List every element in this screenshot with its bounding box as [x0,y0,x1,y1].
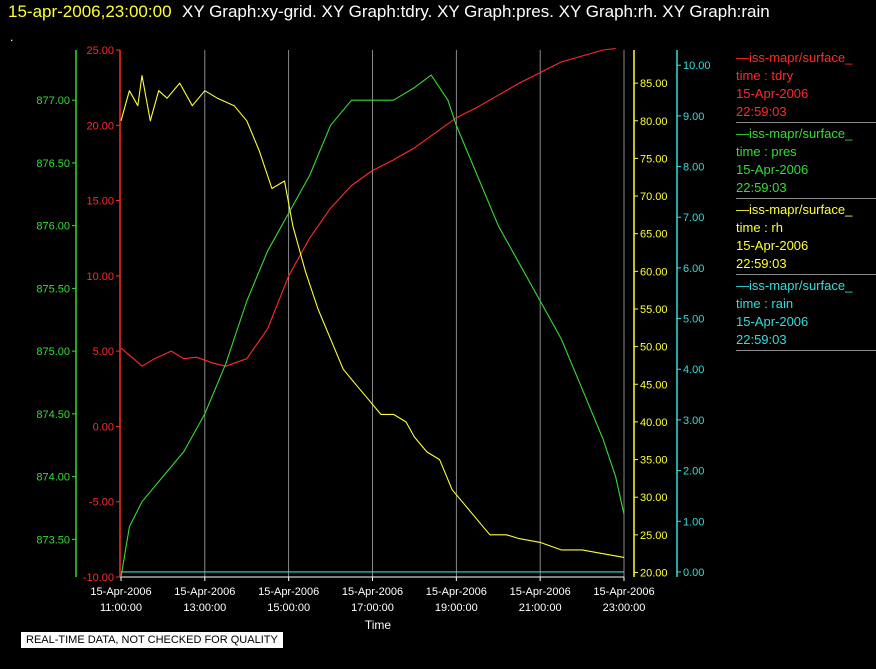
rh-tick-label-8: 60.00 [640,266,668,278]
tdry-tick-label-0: -10.00 [83,572,114,584]
rain-tick-label-7: 7.00 [683,212,704,224]
legend-tdry-line4: 22:59:03 [736,104,787,119]
rh-tick-label-6: 50.00 [640,342,668,354]
pres-tick-label-2: 874.50 [36,409,70,421]
pres-tick-label-4: 875.50 [36,283,70,295]
rain-tick-label-6: 6.00 [683,263,704,275]
rh-tick-label-10: 70.00 [640,191,668,203]
legend-rh-name: —iss-mapr/surface_ [736,202,853,217]
tdry-tick-label-5: 15.00 [86,196,114,208]
x-tick-date-4: 15-Apr-2006 [426,586,487,598]
x-tick-time-2: 15:00:00 [267,602,310,614]
pres-tick-label-0: 873.50 [36,534,70,546]
rain-tick-label-2: 2.00 [683,466,704,478]
legend-pres-line4: 22:59:03 [736,180,787,195]
series-line-tdry [120,47,616,367]
legend-pres-name: —iss-mapr/surface_ [736,126,853,141]
legend-rain-line2: time : rain [736,296,794,311]
rh-tick-label-12: 80.00 [640,116,668,128]
legend-tdry-name: —iss-mapr/surface_ [736,50,853,65]
series-line-rh [120,75,625,558]
rain-tick-label-1: 1.00 [683,516,704,528]
rain-tick-label-0: 0.00 [683,567,704,579]
legend-entry-rh: —iss-mapr/surface_time : rh 15-Apr-2006 22… [736,201,876,275]
header-datetime: 15-apr-2006,23:00:00 [8,2,172,21]
x-tick-time-5: 21:00:00 [519,602,562,614]
rain-tick-label-9: 9.00 [683,111,704,123]
x-tick-date-5: 15-Apr-2006 [510,586,571,598]
rh-tick-label-5: 45.00 [640,379,668,391]
rain-tick-label-5: 5.00 [683,314,704,326]
x-tick-time-1: 13:00:00 [183,602,226,614]
x-tick-date-0: 15-Apr-2006 [90,586,151,598]
legend-pres-line2: time : pres [736,144,797,159]
rh-tick-label-0: 20.00 [640,567,668,579]
rh-tick-label-11: 75.00 [640,153,668,165]
status-dot: . [10,30,14,44]
tdry-tick-label-2: 0.00 [93,421,114,433]
x-tick-date-2: 15-Apr-2006 [258,586,319,598]
legend: —iss-mapr/surface_ time : tdry 15-Apr-2006… [736,49,876,353]
x-tick-time-3: 17:00:00 [351,602,394,614]
rh-tick-label-13: 85.00 [640,78,668,90]
rain-tick-label-10: 10.00 [683,60,711,72]
legend-rh-line4: 22:59:03 [736,256,787,271]
x-tick-date-3: 15-Apr-2006 [342,586,403,598]
header-title: XY Graph:xy-grid. XY Graph:tdry. XY Grap… [181,2,770,21]
x-tick-time-0: 11:00:00 [100,602,142,614]
rh-tick-label-9: 65.00 [640,229,668,241]
x-tick-time-6: 23:00:00 [603,602,646,614]
legend-tdry-line3: 15-Apr-2006 [736,86,809,101]
tdry-tick-label-7: 25.00 [86,45,114,57]
pres-tick-label-5: 876.00 [36,221,70,233]
tdry-tick-label-4: 10.00 [86,271,114,283]
tdry-tick-label-1: -5.00 [89,497,114,509]
rain-tick-label-4: 4.00 [683,364,704,376]
rh-tick-label-1: 25.00 [640,530,668,542]
legend-entry-pres: —iss-mapr/surface_time : pres 15-Apr-2006… [736,125,876,199]
pres-tick-label-3: 875.00 [36,346,70,358]
chart-header: 15-apr-2006,23:00:00 XY Graph:xy-grid. X… [8,2,770,22]
legend-entry-rain: —iss-mapr/surface_time : rain 15-Apr-2006… [736,277,876,351]
legend-tdry-line2: time : tdry [736,68,794,83]
legend-rain-line3: 15-Apr-2006 [736,314,809,329]
legend-rain-line4: 22:59:03 [736,332,787,347]
pres-tick-label-6: 876.50 [36,158,70,170]
pres-tick-label-7: 877.00 [36,95,70,107]
rh-tick-label-7: 55.00 [640,304,668,316]
rh-tick-label-4: 40.00 [640,417,668,429]
legend-rh-line3: 15-Apr-2006 [736,238,809,253]
x-tick-date-6: 15-Apr-2006 [593,586,654,598]
axes: 15-Apr-2006 11:00:00 15-Apr-2006 13:00:00 15… [36,45,710,614]
legend-entry-tdry: —iss-mapr/surface_time : tdry 15-Apr-2006… [736,49,876,123]
legend-rain-name: —iss-mapr/surface_ [736,278,853,293]
series-lines [120,47,625,578]
rain-tick-label-3: 3.00 [683,415,704,427]
series-line-pres [120,74,625,578]
x-tick-time-4: 19:00:00 [435,602,478,614]
tdry-tick-label-3: 5.00 [93,346,114,358]
rh-tick-label-3: 35.00 [640,455,668,467]
legend-rh-line2: time : rh [736,220,783,235]
disclaimer-banner: REAL-TIME DATA, NOT CHECKED FOR QUALITY [20,631,284,649]
x-axis-label: Time [365,618,392,632]
grid-lines [204,50,625,577]
tdry-tick-label-6: 20.00 [86,120,114,132]
legend-pres-line3: 15-Apr-2006 [736,162,809,177]
x-tick-date-1: 15-Apr-2006 [174,586,235,598]
pres-tick-label-1: 874.00 [36,472,70,484]
rain-tick-label-8: 8.00 [683,162,704,174]
rh-tick-label-2: 30.00 [640,492,668,504]
